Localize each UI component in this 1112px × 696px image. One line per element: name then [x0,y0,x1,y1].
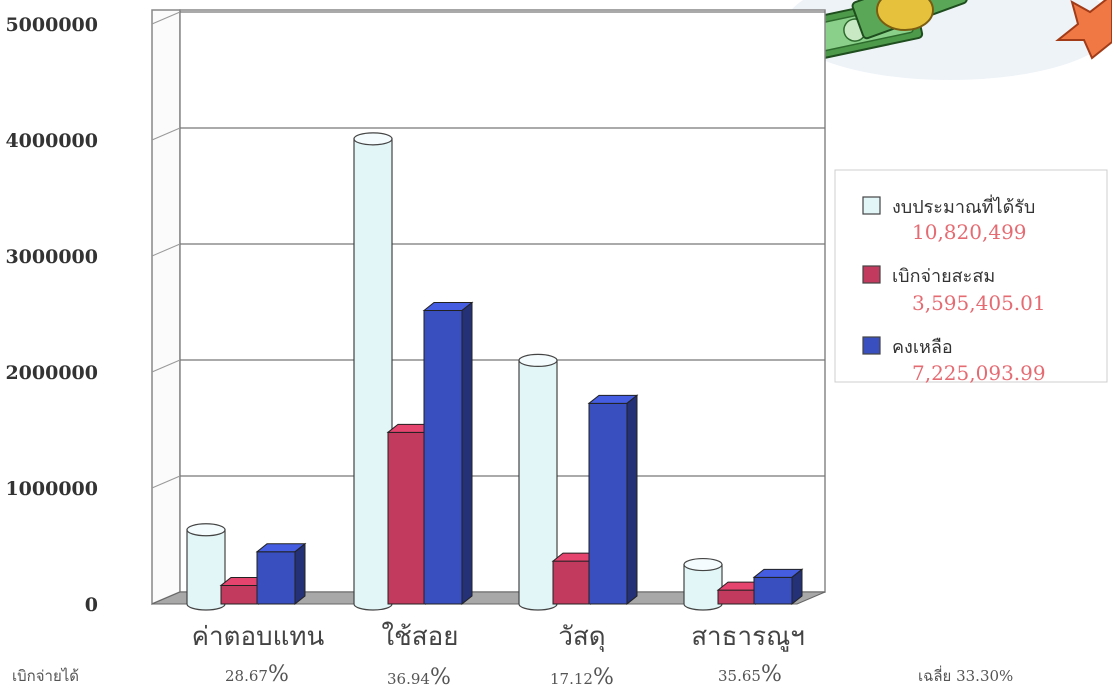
y-tick-label: 1000000 [5,478,98,500]
legend-value-budget: 10,820,499 [912,220,1027,244]
bar [518,353,558,611]
legend-item-remaining: คงเหลือ 7,225,093.99 [862,336,1046,385]
bar [353,132,393,611]
gridline-side [151,475,181,489]
percent-value-1: 36.94% [387,665,451,690]
legend-swatch-budget [862,196,881,215]
legend-swatch-remaining [862,336,881,355]
x-category-label: วัสดุ [558,622,605,652]
y-tick-label: 3000000 [5,246,98,268]
legend-swatch-spent [862,265,881,284]
bar [683,557,723,611]
legend-label-remaining: คงเหลือ [892,337,953,358]
y-tick-label: 0 [85,594,98,616]
gridline-side [151,11,181,25]
bar [186,523,226,611]
y-tick-label: 5000000 [5,14,98,36]
legend-value-spent: 3,595,405.01 [912,291,1046,315]
gridline-side [151,359,181,373]
percent-value-0: 28.67% [225,662,289,687]
gridline-side [151,127,181,141]
bar [587,394,639,606]
legend-value-remaining: 7,225,093.99 [912,361,1046,385]
bar [422,301,474,606]
percent-value-3: 35.65% [718,662,782,687]
bar [255,542,307,606]
legend-item-spent: เบิกจ่ายสะสม 3,595,405.01 [862,265,1046,315]
percent-value-2: 17.12% [550,665,614,690]
percent-average: เฉลี่ย 33.30% [918,665,1013,685]
legend-label-budget: งบประมาณที่ได้รับ [892,194,1035,218]
percent-row: เบิกจ่ายได้ 28.67% 36.94% 17.12% 35.65% … [12,662,1013,690]
y-tick-label: 2000000 [5,362,98,384]
gridline-side [151,243,181,257]
money-icon [785,0,1112,80]
legend: งบประมาณที่ได้รับ 10,820,499 เบิกจ่ายสะส… [834,169,1108,385]
y-tick-label: 4000000 [5,130,98,152]
legend-item-budget: งบประมาณที่ได้รับ 10,820,499 [862,194,1035,244]
x-category-label: ใช้สอย [381,622,458,652]
legend-label-spent: เบิกจ่ายสะสม [892,266,995,287]
bar [752,568,804,606]
percent-row-label: เบิกจ่ายได้ [12,667,79,685]
x-category-label: สาธารณูฯ [691,622,805,652]
x-category-label: ค่าตอบแทน [192,622,325,652]
